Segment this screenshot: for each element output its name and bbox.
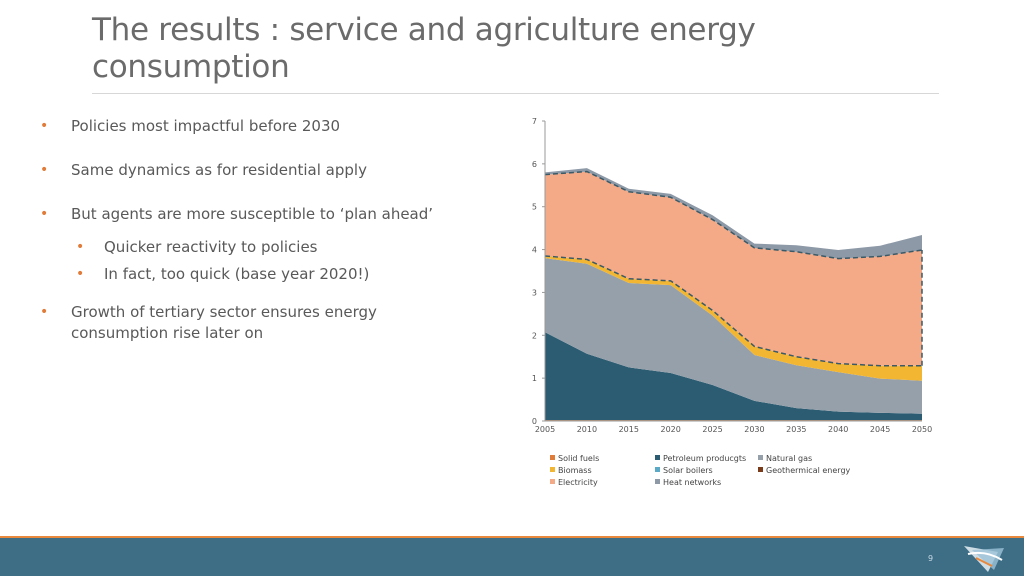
area-electricity <box>545 171 922 366</box>
slide-title: The results : service and agriculture en… <box>92 12 756 85</box>
bullet-dot-icon: • <box>76 266 85 282</box>
x-tick-label: 2020 <box>660 425 680 434</box>
bullet-dot-icon: • <box>76 239 85 255</box>
x-tick-label: 2035 <box>786 425 806 434</box>
legend-label: Biomass <box>558 466 592 475</box>
bullet-text: Quicker reactivity to policies <box>104 238 318 256</box>
y-tick-label: 3 <box>532 288 537 297</box>
x-tick-label: 2050 <box>912 425 932 434</box>
y-tick-label: 0 <box>532 417 537 426</box>
bullet-dot-icon: • <box>40 118 49 134</box>
bullet-dot-icon: • <box>40 304 49 320</box>
logo-icon <box>964 546 1004 572</box>
dashed-line-electricity-top <box>544 170 923 260</box>
x-tick-label: 2030 <box>744 425 764 434</box>
stacked-area-chart: 0 1 2 3 4 5 6 7 2005 2010 2015 2020 2025 2030 2035 2040… <box>532 117 932 487</box>
bullet-text: But agents are more susceptible to ‘plan… <box>71 205 434 223</box>
legend-label: Geothermical energy <box>766 466 851 475</box>
x-tick-label: 2015 <box>619 425 639 434</box>
x-tick-label: 2005 <box>535 425 555 434</box>
bullet-text: In fact, too quick (base year 2020!) <box>104 265 370 283</box>
legend-label: Solar boilers <box>663 466 713 475</box>
legend-label: Heat networks <box>663 478 721 487</box>
dashed-line-fossil-boundary <box>544 255 922 367</box>
y-tick-label: 2 <box>532 331 537 340</box>
bullet-text: Same dynamics as for residential apply <box>71 161 367 179</box>
legend-label: Solid fuels <box>558 454 599 463</box>
legend-swatch <box>655 467 660 472</box>
legend-label: Natural gas <box>766 454 812 463</box>
area-biomass <box>545 256 922 381</box>
x-tick-label: 2045 <box>870 425 890 434</box>
legend-swatch <box>758 467 763 472</box>
y-tick-label: 1 <box>532 374 537 383</box>
footer-band <box>0 538 1024 576</box>
legend-swatch <box>550 455 555 460</box>
legend-swatch <box>550 467 555 472</box>
title-divider <box>92 93 939 94</box>
y-tick-label: 6 <box>532 160 537 169</box>
x-tick-label: 2010 <box>577 425 597 434</box>
y-tick-label: 5 <box>532 203 537 212</box>
y-tick-label: 4 <box>532 246 537 255</box>
area-heat-networks <box>545 168 922 259</box>
area-petroleum-producgts <box>545 332 922 421</box>
bullet-dot-icon: • <box>40 162 49 178</box>
page-number: 9 <box>928 554 934 563</box>
legend-swatch <box>655 455 660 460</box>
legend-label: Petroleum producgts <box>663 454 746 463</box>
x-tick-label: 2040 <box>828 425 848 434</box>
bullet-text: consumption rise later on <box>71 324 264 342</box>
legend-swatch <box>655 479 660 484</box>
bullet-text: Policies most impactful before 2030 <box>71 117 341 135</box>
energy-chart: 0 1 2 3 4 5 6 7 2005 2010 2015 2020 2025 2030 2035 2040… <box>515 108 945 498</box>
x-tick-label: 2025 <box>702 425 722 434</box>
legend-swatch <box>550 479 555 484</box>
area-natural-gas <box>545 258 922 414</box>
bullet-text: Growth of tertiary sector ensures energy <box>71 303 377 321</box>
bullet-dot-icon: • <box>40 206 49 222</box>
legend-label: Electricity <box>558 478 598 487</box>
y-tick-label: 7 <box>532 117 537 126</box>
legend-swatch <box>758 455 763 460</box>
